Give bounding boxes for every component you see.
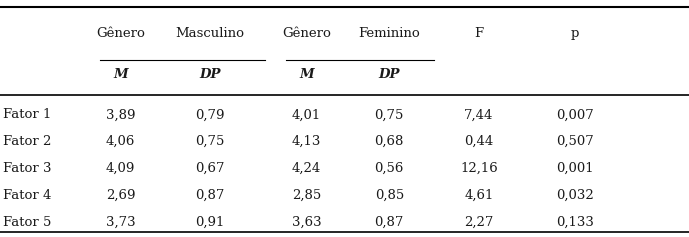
- Text: Fator 3: Fator 3: [3, 162, 52, 175]
- Text: 0,79: 0,79: [196, 109, 225, 121]
- Text: Masculino: Masculino: [176, 27, 245, 40]
- Text: 4,06: 4,06: [106, 135, 135, 148]
- Text: 0,007: 0,007: [557, 109, 594, 121]
- Text: Fator 1: Fator 1: [3, 109, 52, 121]
- Text: 0,75: 0,75: [196, 135, 225, 148]
- Text: 2,27: 2,27: [464, 216, 493, 228]
- Text: 7,44: 7,44: [464, 109, 493, 121]
- Text: 4,09: 4,09: [106, 162, 135, 175]
- Text: Fator 5: Fator 5: [3, 216, 52, 228]
- Text: 0,67: 0,67: [196, 162, 225, 175]
- Text: 3,73: 3,73: [106, 216, 135, 228]
- Text: F: F: [474, 27, 484, 40]
- Text: Fator 4: Fator 4: [3, 189, 52, 202]
- Text: 12,16: 12,16: [460, 162, 497, 175]
- Text: M: M: [113, 68, 128, 81]
- Text: 0,032: 0,032: [557, 189, 594, 202]
- Text: Gênero: Gênero: [282, 27, 331, 40]
- Text: p: p: [571, 27, 579, 40]
- Text: 0,91: 0,91: [196, 216, 225, 228]
- Text: 2,69: 2,69: [106, 189, 135, 202]
- Text: 2,85: 2,85: [292, 189, 321, 202]
- Text: 0,87: 0,87: [375, 216, 404, 228]
- Text: DP: DP: [378, 68, 400, 81]
- Text: 4,24: 4,24: [292, 162, 321, 175]
- Text: 0,85: 0,85: [375, 189, 404, 202]
- Text: 0,133: 0,133: [557, 216, 594, 228]
- Text: 3,89: 3,89: [106, 109, 135, 121]
- Text: 4,61: 4,61: [464, 189, 493, 202]
- Text: Feminino: Feminino: [358, 27, 420, 40]
- Text: 0,507: 0,507: [557, 135, 594, 148]
- Text: 0,44: 0,44: [464, 135, 493, 148]
- Text: 0,68: 0,68: [375, 135, 404, 148]
- Text: 4,13: 4,13: [292, 135, 321, 148]
- Text: M: M: [299, 68, 314, 81]
- Text: 0,87: 0,87: [196, 189, 225, 202]
- Text: 0,75: 0,75: [375, 109, 404, 121]
- Text: 4,01: 4,01: [292, 109, 321, 121]
- Text: 0,56: 0,56: [375, 162, 404, 175]
- Text: DP: DP: [199, 68, 221, 81]
- Text: Fator 2: Fator 2: [3, 135, 52, 148]
- Text: Gênero: Gênero: [96, 27, 145, 40]
- Text: 0,001: 0,001: [557, 162, 594, 175]
- Text: 3,63: 3,63: [292, 216, 321, 228]
